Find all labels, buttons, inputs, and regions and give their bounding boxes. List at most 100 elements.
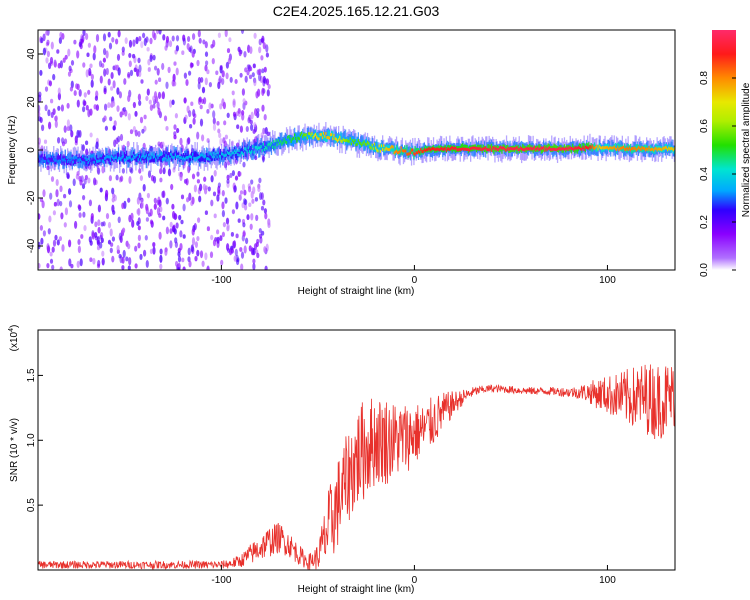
- colorbar-tick-label: 0.6: [699, 119, 710, 133]
- noise-speck: [225, 72, 229, 80]
- noise-speck: [193, 223, 197, 231]
- noise-speck: [38, 104, 41, 113]
- ridge-cell: [463, 147, 465, 151]
- ridge-cell: [378, 146, 380, 158]
- ridge-cell: [46, 158, 48, 165]
- ridge-cell: [292, 140, 295, 147]
- ridge-cell: [395, 144, 398, 151]
- noise-speck: [202, 183, 206, 191]
- noise-speck: [63, 138, 68, 145]
- ridge-cell: [583, 143, 585, 150]
- ridge-cell: [174, 153, 176, 157]
- noise-speck: [165, 81, 169, 90]
- ridge-cell: [127, 156, 129, 168]
- ridge-cell: [443, 147, 445, 151]
- ridge-cell: [585, 146, 588, 149]
- ridge-cell: [40, 154, 42, 161]
- noise-speck: [97, 259, 101, 267]
- noise-speck: [223, 120, 227, 126]
- noise-speck: [256, 108, 260, 113]
- ridge-cell: [450, 147, 452, 150]
- ridge-cell: [496, 148, 498, 152]
- noise-speck: [246, 69, 250, 76]
- ridge-cell: [303, 134, 305, 141]
- ridge-cell: [305, 133, 307, 137]
- ridge-cell: [241, 151, 244, 155]
- noise-speck: [244, 199, 248, 206]
- ridge-cell: [203, 154, 205, 171]
- ridge-cell: [507, 146, 509, 150]
- noise-speck: [242, 222, 246, 228]
- noise-speck: [144, 235, 148, 241]
- ridge-cell: [365, 138, 368, 145]
- noise-speck: [122, 249, 126, 258]
- ridge-cell: [229, 151, 231, 163]
- noise-speck: [121, 202, 125, 210]
- noise-speck: [178, 214, 182, 221]
- ridge-cell: [136, 153, 138, 157]
- ridge-cell: [539, 147, 541, 151]
- ridge-cell: [307, 132, 310, 135]
- noise-speck: [183, 72, 187, 79]
- ridge-cell: [200, 155, 202, 162]
- ridge-cell: [501, 147, 503, 154]
- noise-speck: [163, 115, 168, 122]
- noise-speck: [204, 252, 208, 261]
- ridge-cell: [43, 154, 46, 160]
- noise-speck: [100, 237, 104, 244]
- ridge-cell: [178, 155, 180, 158]
- noise-speck: [147, 170, 152, 178]
- ridge-cell: [605, 146, 607, 150]
- ridge-cell: [613, 145, 615, 149]
- noise-speck: [83, 92, 87, 98]
- noise-speck: [169, 228, 173, 234]
- ridge-cell: [127, 146, 129, 163]
- ridge-cell: [665, 146, 667, 150]
- noise-speck: [165, 197, 169, 205]
- noise-speck: [54, 120, 58, 128]
- ridge-cell: [591, 145, 593, 152]
- ridge-cell: [641, 146, 643, 153]
- ridge-cell: [82, 154, 84, 158]
- ridge-cell: [44, 156, 47, 163]
- noise-speck: [224, 30, 228, 38]
- noise-speck: [103, 85, 107, 93]
- ridge-cell: [259, 146, 261, 150]
- ridge-cell: [248, 140, 251, 152]
- noise-speck: [90, 212, 94, 220]
- ridge-cell: [545, 146, 547, 150]
- ridge-cell: [148, 153, 150, 165]
- noise-speck: [248, 74, 253, 80]
- ridge-cell: [226, 150, 229, 154]
- ridge-cell: [265, 146, 267, 149]
- ridge-cell: [568, 146, 570, 150]
- ridge-cell: [123, 158, 125, 162]
- ridge-cell: [61, 150, 63, 162]
- ridge-cell: [548, 146, 551, 150]
- ridge-cell: [615, 148, 618, 151]
- noise-speck: [134, 129, 138, 137]
- ridge-cell: [631, 147, 633, 150]
- noise-speck: [121, 168, 125, 174]
- ridge-cell: [391, 144, 393, 148]
- ridge-cell: [487, 148, 489, 152]
- noise-speck: [170, 183, 174, 191]
- ridge-cell: [555, 146, 557, 157]
- ridge-cell: [356, 142, 358, 146]
- noise-speck: [210, 234, 214, 241]
- ridge-cell: [500, 145, 502, 149]
- noise-speck: [105, 189, 109, 198]
- noise-speck: [76, 129, 80, 138]
- ridge-cell: [57, 158, 59, 170]
- ridge-cell: [629, 148, 632, 152]
- noise-speck: [253, 122, 257, 128]
- noise-speck: [60, 212, 64, 220]
- ridge-cell: [371, 144, 373, 150]
- ridge-cell: [41, 157, 43, 161]
- ridge-cell: [317, 137, 319, 141]
- ridge-cell: [262, 142, 264, 146]
- ridge-cell: [251, 150, 253, 153]
- noise-speck: [68, 65, 72, 72]
- ridge-cell: [168, 157, 171, 161]
- ridge-cell: [201, 153, 203, 157]
